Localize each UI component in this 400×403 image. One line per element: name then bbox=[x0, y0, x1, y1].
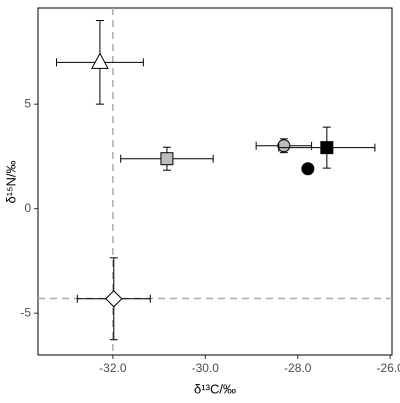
plot-frame bbox=[37, 7, 393, 356]
point bbox=[301, 162, 315, 176]
point bbox=[160, 152, 174, 166]
x-tick-label: -30.0 bbox=[192, 361, 220, 375]
point bbox=[91, 52, 109, 69]
point bbox=[105, 290, 123, 308]
y-axis-label: δ¹⁵N/‰ bbox=[3, 161, 18, 204]
x-tick-label: -28.0 bbox=[284, 361, 312, 375]
point bbox=[277, 139, 291, 153]
point bbox=[320, 141, 334, 155]
y-tick-label: 0 bbox=[24, 201, 31, 215]
y-tick-label: -5 bbox=[20, 305, 31, 319]
y-tick-label: 5 bbox=[24, 96, 31, 110]
x-axis-label: δ¹³C/‰ bbox=[194, 381, 236, 396]
x-tick-label: -26.0 bbox=[376, 361, 400, 375]
x-tick-label: -32.0 bbox=[99, 361, 127, 375]
